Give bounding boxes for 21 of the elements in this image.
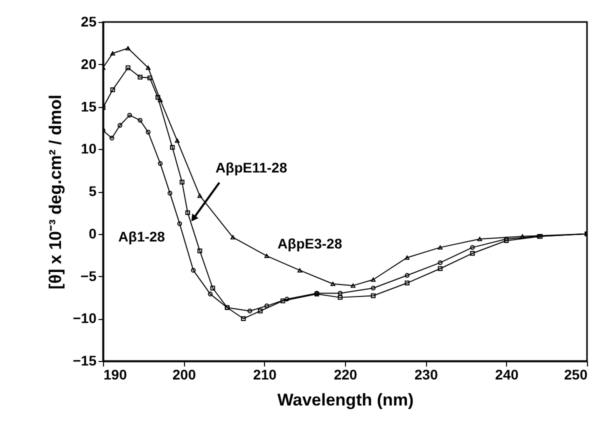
y-tick-label: −15 [72,352,97,368]
y-tick-label: 20 [80,56,97,72]
x-tick-label: 190 [104,366,128,382]
y-axis-title: [θ] x 10⁻³ deg.cm² / dmol [46,94,65,290]
y-tick-label: 25 [80,14,97,30]
x-tick-label: 220 [334,366,358,382]
annotation: AβpE11-28 [216,160,288,176]
x-tick-label: 210 [253,366,277,382]
x-tick-label: 230 [414,366,438,382]
x-axis-title: Wavelength (nm) [277,390,414,410]
y-tick-label: 5 [88,183,97,199]
y-tick-label: 0 [88,225,97,242]
y-tick-label: −10 [72,310,97,326]
series-label: Aβ1-28 [118,228,166,245]
x-tick-label: 200 [172,366,196,382]
x-tick-label: 240 [495,366,519,382]
series-label: AβpE3-28 [278,235,342,252]
y-tick-label: 10 [80,140,97,157]
y-tick-label: −5 [80,268,97,284]
x-tick-label: 250 [564,366,588,382]
y-tick-label: 15 [80,98,97,114]
